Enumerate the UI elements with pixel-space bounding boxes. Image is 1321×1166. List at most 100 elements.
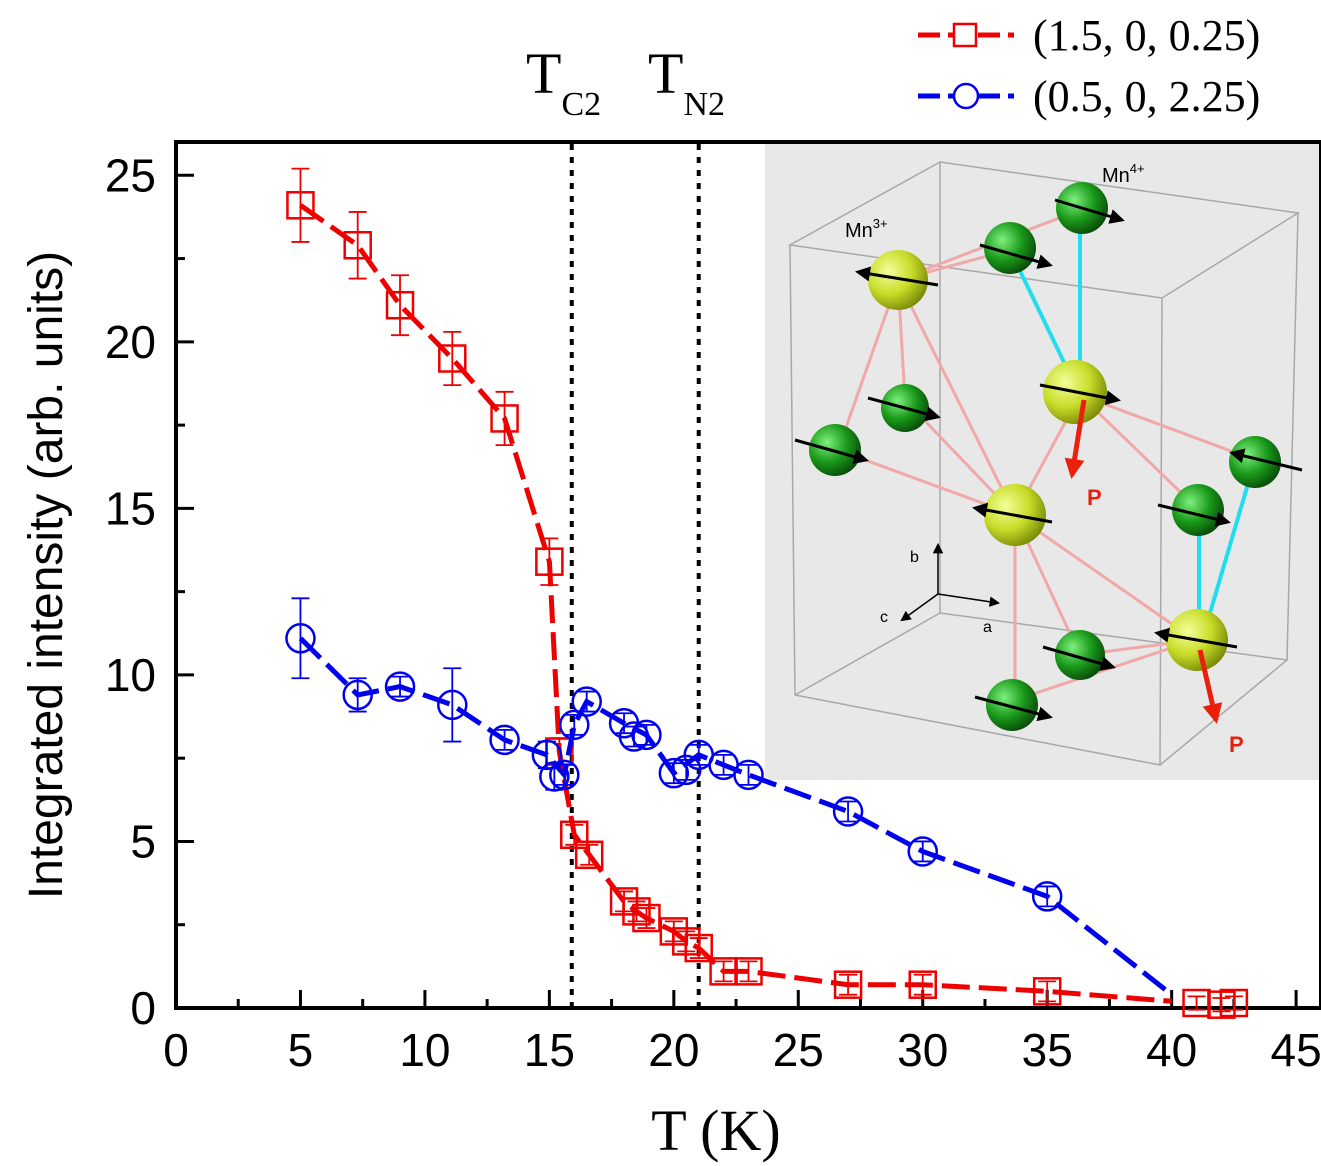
circle-marker: [571, 686, 602, 717]
x-tick-label: 35: [1022, 1024, 1073, 1076]
data-point: [438, 330, 467, 387]
square-marker: [343, 231, 372, 260]
crystal-axes-triad: [900, 542, 1001, 622]
y-axis-title: Integrated intensity (arb. units): [20, 251, 73, 899]
legend-label-series-2: (0.5, 0, 2.25): [1033, 72, 1260, 121]
legend-label-series-1: (1.5, 0, 0.25): [1033, 11, 1260, 60]
square-marker: [490, 404, 519, 433]
data-point: [539, 761, 570, 792]
square-marker: [632, 903, 661, 933]
data-point: [559, 709, 590, 741]
axis-b-label: b: [910, 549, 919, 566]
square-marker: [574, 840, 604, 870]
data-point: [622, 897, 651, 926]
circle-marker: [1031, 881, 1063, 912]
data-point: [385, 274, 415, 337]
mn4-atom: [986, 679, 1038, 731]
x-tick-label: 40: [1146, 1024, 1197, 1076]
square-marker: [833, 970, 863, 999]
data-series: [285, 167, 1249, 1019]
data-point: [709, 957, 738, 986]
circle-marker: [631, 719, 662, 751]
data-point: [489, 724, 520, 756]
data-point: [1182, 988, 1211, 1018]
square-marker: [535, 547, 564, 576]
x-tick-label: 30: [897, 1024, 948, 1076]
square-marker: [684, 933, 713, 963]
data-point: [342, 677, 373, 713]
y-tick-label: 5: [130, 815, 156, 867]
polarization-label-2: P: [1229, 732, 1244, 757]
circle-marker: [489, 724, 520, 756]
data-point: [286, 167, 315, 243]
tn2-label: TN2: [648, 41, 725, 123]
data-point: [733, 759, 764, 791]
transition-lines: [569, 144, 701, 1006]
x-tick-label: 25: [773, 1024, 824, 1076]
circle-marker: [832, 796, 864, 827]
circle-marker: [342, 679, 373, 711]
mn4-atom: [1055, 630, 1105, 680]
x-axis-title: T (K): [651, 1098, 780, 1163]
square-marker: [560, 820, 589, 850]
circle-marker: [559, 709, 590, 741]
data-point: [1032, 977, 1062, 1006]
legend-entry-series-1: (1.5, 0, 0.25): [918, 11, 1260, 60]
data-point: [631, 719, 662, 751]
data-point: [490, 390, 519, 447]
square-marker: [438, 344, 467, 373]
series-1: [286, 167, 1249, 1019]
legend: (1.5, 0, 0.25) (0.5, 0, 2.25): [918, 11, 1260, 121]
y-tick-label: 0: [130, 982, 156, 1034]
x-tick-label: 45: [1271, 1024, 1321, 1076]
circle-marker: [549, 759, 580, 791]
data-point: [535, 537, 564, 586]
x-tick-label: 20: [648, 1024, 699, 1076]
x-tick-label: 0: [163, 1024, 189, 1076]
mn3-label: Mn3+: [845, 216, 888, 242]
data-point: [632, 903, 661, 933]
mn4-atom: [984, 222, 1036, 274]
data-point: [684, 933, 713, 963]
circle-marker: [539, 761, 570, 792]
x-tick-label: 10: [399, 1024, 450, 1076]
square-marker: [622, 897, 651, 926]
series-2: [285, 597, 1174, 997]
legend-entry-series-2: (0.5, 0, 2.25): [918, 72, 1260, 121]
y-tick-label: 25: [105, 149, 156, 201]
y-tick-label: 10: [105, 649, 156, 701]
circle-marker: [384, 671, 416, 702]
y-tick-label: 20: [105, 316, 156, 368]
x-tick-label: 5: [288, 1024, 314, 1076]
inset-crystal-structure: P P Mn3+ Mn4+ b a c: [765, 142, 1321, 780]
polarization-label-1: P: [1087, 485, 1102, 510]
circle-marker: [437, 689, 468, 721]
data-point: [734, 957, 763, 986]
data-point: [833, 970, 863, 999]
circle-marker: [285, 623, 316, 654]
data-point: [571, 686, 602, 717]
square-marker: [385, 290, 415, 320]
data-point: [343, 211, 372, 280]
plot-frame: [174, 140, 1321, 1010]
circle-marker: [618, 721, 650, 752]
square-marker: [908, 970, 937, 999]
data-point: [285, 597, 316, 680]
data-point: [437, 667, 468, 743]
circle-marker: [733, 759, 764, 791]
data-point: [574, 840, 604, 870]
data-point: [907, 836, 938, 867]
data-point: [1219, 988, 1249, 1018]
square-marker: [1032, 977, 1062, 1006]
circle-marker: [907, 836, 938, 867]
mn4-label: Mn4+: [1102, 161, 1145, 187]
square-marker: [1219, 988, 1249, 1018]
polarization-arrows: [1064, 399, 1223, 724]
data-point: [384, 671, 416, 702]
square-marker: [734, 957, 763, 986]
data-point: [908, 970, 937, 999]
axis-ticks: 0 5 10 15 20 25 30 35 40 45 0 5 10 15 20 25: [105, 149, 1321, 1076]
circle-marker: [531, 739, 563, 771]
tc2-label: TC2: [526, 41, 601, 123]
